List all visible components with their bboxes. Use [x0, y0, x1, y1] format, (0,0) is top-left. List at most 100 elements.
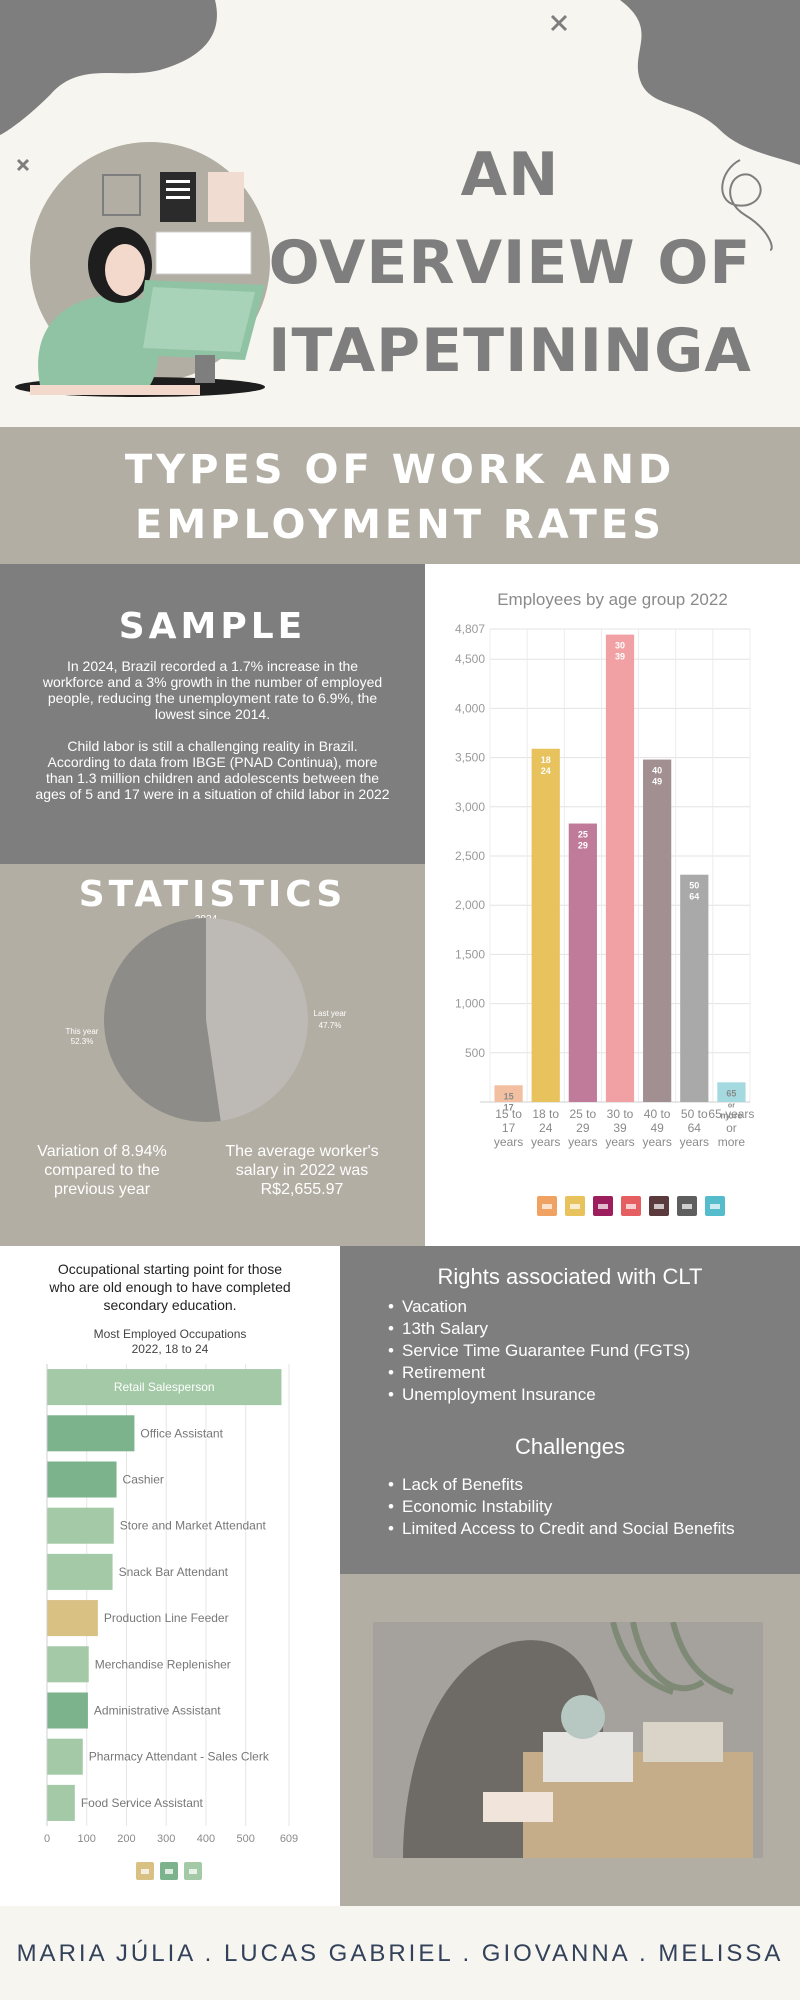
age-category-label: years: [568, 1135, 597, 1149]
photo-section: [340, 1574, 800, 1906]
banner-line-2: EMPLOYMENT RATES: [135, 502, 665, 548]
banner-line-1: TYPES OF WORK AND: [124, 447, 676, 493]
header-decoration: [0, 0, 800, 397]
occ-category-label: Administrative Assistant: [94, 1704, 221, 1718]
age-legend-icon: [542, 1204, 552, 1209]
sample-heading: SAMPLE: [118, 606, 307, 647]
age-category-label: 15 to: [495, 1107, 522, 1121]
occupations-intro: Occupational starting point for those wh…: [49, 1261, 291, 1313]
title-line-1: AN: [460, 140, 560, 210]
age-bar-label: 40: [652, 766, 662, 776]
age-category-label: 29: [576, 1121, 590, 1135]
pie-value-this-year: 52.3%: [71, 1037, 94, 1046]
age-bar-label: 49: [652, 777, 662, 787]
occ-category-label: Office Assistant: [140, 1426, 223, 1440]
age-category-label: 18 to: [532, 1107, 559, 1121]
age-ytick-label: 3,000: [455, 800, 485, 814]
age-ytick-label: 2,500: [455, 849, 485, 863]
age-bar: [568, 823, 597, 1102]
age-bar-label: 17: [504, 1102, 514, 1112]
age-category-label: 49: [650, 1121, 664, 1135]
occ-category-label: Food Service Assistant: [81, 1796, 204, 1810]
occ-category-label: Store and Market Attendant: [120, 1519, 267, 1533]
sample-paragraph-2: Child labor is still a challenging reali…: [35, 738, 390, 802]
occ-xtick-label: 300: [157, 1833, 175, 1845]
age-category-label: 30 to: [607, 1107, 634, 1121]
occ-legend-icon: [165, 1869, 173, 1874]
age-bar: [643, 759, 672, 1102]
occupations-section: Occupational starting point for those wh…: [0, 1246, 340, 1906]
rights-section: Rights associated with CLT Vacation 13th…: [340, 1246, 800, 1574]
occ-xtick-label: 400: [197, 1833, 215, 1845]
age-bar-label: 15: [504, 1091, 514, 1101]
age-category-label: more: [718, 1135, 746, 1149]
occ-bar: [47, 1507, 114, 1544]
rights-item: Vacation: [388, 1296, 690, 1318]
age-category-label: 40 to: [644, 1107, 671, 1121]
top-right-blob: [620, 0, 800, 165]
age-category-label: 25 to: [570, 1107, 597, 1121]
occ-category-label: Pharmacy Attendant - Sales Clerk: [89, 1750, 270, 1764]
pie-slice-last-year: [206, 918, 308, 1121]
age-bar-label: 39: [615, 652, 625, 662]
age-bar-label: 25: [578, 830, 588, 840]
age-category-label: 24: [539, 1121, 553, 1135]
age-ytick-label: 4,807: [455, 622, 485, 636]
header-section: AN OVERVIEW OF ITAPETININGA: [0, 0, 800, 427]
rights-item: Retirement: [388, 1362, 690, 1384]
occ-bar: [47, 1692, 88, 1729]
age-legend-icon: [654, 1204, 664, 1209]
occ-category-label: Snack Bar Attendant: [119, 1565, 229, 1579]
occupations-chart-title-2: 2022, 18 to 24: [131, 1342, 209, 1356]
age-bar-label: 30: [615, 641, 625, 651]
age-bars-svg: 500 1,000 1,500 2,000 2,500 3,000 3,500 4,000 4,…: [455, 622, 754, 1216]
sample-paragraph-1: In 2024, Brazil recorded a 1.7% increase…: [42, 658, 383, 722]
age-legend-icon: [682, 1204, 692, 1209]
age-category-label: 64: [688, 1121, 702, 1135]
age-bar-label: 65: [726, 1088, 736, 1098]
age-bar-label: 64: [689, 892, 699, 902]
occupations-chart-title-1: Most Employed Occupations: [93, 1327, 247, 1341]
statistics-section: STATISTICS 2024 This year 52.3% Last yea…: [0, 864, 425, 1246]
title-line-3: ITAPETININGA: [268, 316, 752, 386]
rights-item: Service Time Guarantee Fund (FGTS): [388, 1340, 690, 1362]
age-category-label: years: [494, 1135, 523, 1149]
rights-list: Vacation 13th Salary Service Time Guaran…: [388, 1296, 690, 1406]
rights-item: 13th Salary: [388, 1318, 690, 1340]
age-bar: [717, 1082, 746, 1102]
illustration-woman-at-computer: [15, 142, 270, 397]
occ-xtick-label: 500: [237, 1833, 255, 1845]
age-bar: [531, 748, 560, 1102]
age-bar-label: 18: [541, 755, 551, 765]
section-banner: TYPES OF WORK AND EMPLOYMENT RATES: [0, 427, 800, 564]
age-group-chart: Employees by age group 2022 500 1,000 1,50…: [425, 564, 800, 1246]
age-category-label: years: [605, 1135, 634, 1149]
age-ytick-label: 4,500: [455, 652, 485, 666]
age-bar-label: or: [728, 1102, 735, 1109]
authors-credit: MARIA JÚLIA . LUCAS GABRIEL . GIOVANNA .…: [16, 1940, 784, 1967]
occ-xtick-label: 0: [44, 1833, 50, 1845]
age-category-label: 39: [613, 1121, 627, 1135]
x-marks: [16, 2, 568, 172]
age-ytick-label: 2,000: [455, 898, 485, 912]
age-category-label: 50 to: [681, 1107, 708, 1121]
rights-heading: Rights associated with CLT: [437, 1264, 703, 1289]
occupations-bars-svg: 0 100 200 300 400 500 609 Retail Salesperson Off…: [44, 1364, 298, 1880]
age-ytick-label: 1,500: [455, 947, 485, 961]
occ-bar: [47, 1600, 98, 1637]
pie-slice-this-year: [103, 918, 221, 1122]
age-category-label: or: [726, 1121, 737, 1135]
pie-value-last-year: 47.7%: [319, 1021, 342, 1030]
age-legend-icon: [598, 1204, 608, 1209]
sample-section: SAMPLE In 2024, Brazil recorded a 1.7% i…: [0, 564, 425, 864]
age-bar-label: 50: [689, 881, 699, 891]
pie-label-this-year: This year: [66, 1027, 99, 1036]
age-legend-icon: [626, 1204, 636, 1209]
age-ytick-label: 1,000: [455, 997, 485, 1011]
occ-xtick-label: 609: [280, 1833, 298, 1845]
age-bar: [605, 634, 635, 1102]
challenges-item: Economic Instability: [388, 1496, 735, 1518]
occ-bar: [47, 1553, 113, 1590]
pie-label-last-year: Last year: [314, 1009, 347, 1018]
age-bar-label: 29: [578, 841, 588, 851]
